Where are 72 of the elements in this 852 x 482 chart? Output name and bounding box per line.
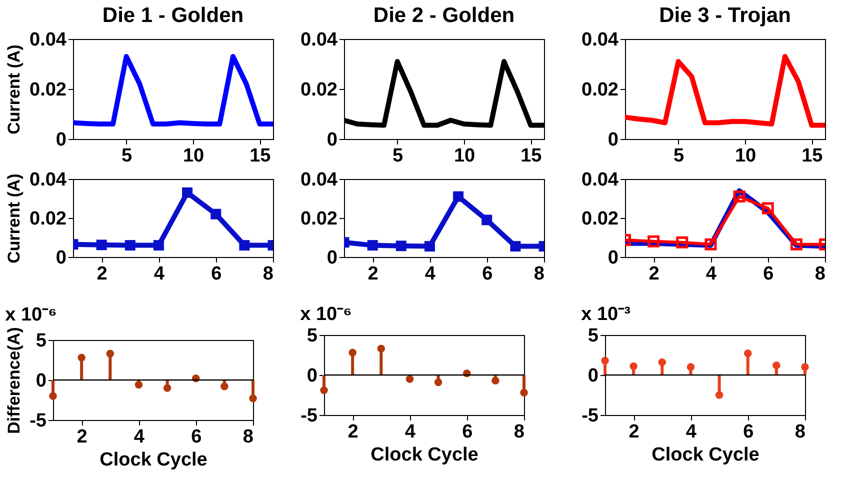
x-tick-label: 8: [794, 422, 806, 442]
x-tick-label: 4: [424, 264, 436, 284]
y-tick-label: 5: [36, 330, 47, 352]
y-tick-label: 5: [588, 326, 599, 346]
y-tick-label: 0.04: [30, 170, 67, 190]
y-tick-label: 0.04: [582, 170, 619, 190]
x-tick-label: 6: [482, 264, 493, 284]
y-tick-label: -5: [582, 406, 599, 426]
y-tick-label: 0: [608, 130, 618, 150]
y-tick-label: 0.04: [300, 170, 338, 190]
y-tick-label: 0: [326, 130, 338, 150]
y-tick-label: -5: [300, 406, 318, 426]
y-tick-label: 0.04: [300, 30, 338, 50]
y-axis-title: Current (A): [4, 44, 24, 134]
x-tick-label: 2: [628, 422, 640, 442]
x-tick-label: 8: [242, 426, 254, 448]
y-tick-label: 0.02: [582, 208, 618, 230]
x-tick-label: 8: [814, 264, 826, 284]
x-tick-label: 15: [520, 146, 542, 166]
x-tick-label: 15: [250, 146, 272, 166]
x-tick-label: 8: [262, 264, 274, 284]
x-tick-label: 4: [706, 264, 717, 284]
x-axis-title: Clock Cycle: [100, 450, 208, 470]
x-tick-label: 10: [182, 146, 204, 166]
y-tick-label: 0.04: [30, 30, 67, 50]
x-tick-label: 2: [76, 426, 88, 448]
x-tick-label: 10: [734, 146, 756, 166]
x-tick-label: 4: [134, 426, 145, 448]
x-tick-label: 2: [648, 264, 660, 284]
chart-title: Die 1 - Golden: [102, 4, 244, 27]
x-tick-label: 6: [763, 264, 774, 284]
y-axis-title: Difference(A): [4, 327, 24, 434]
y-tick-label: 0.02: [582, 80, 618, 100]
text: x 10⁻³: [581, 304, 630, 325]
chart-title: Die 2 - Golden: [373, 4, 515, 27]
y-tick-label: 0: [56, 248, 66, 268]
x-tick-label: 5: [392, 146, 404, 166]
x-tick-label: 4: [686, 422, 697, 442]
x-tick-label: 6: [191, 426, 202, 448]
y-tick-label: 0.04: [582, 30, 619, 50]
y-tick-label: 0: [56, 130, 66, 150]
text: x 10⁻⁶: [5, 304, 57, 326]
y-tick-label: 0.02: [300, 208, 338, 230]
x-tick-label: 5: [674, 146, 685, 166]
x-tick-label: 8: [514, 422, 524, 442]
y-tick-label: 0: [588, 366, 598, 386]
y-axis-title: Current (A): [4, 174, 24, 264]
y-tick-label: 0.02: [300, 80, 338, 100]
x-axis-title: Clock Cycle: [370, 444, 478, 466]
y-tick-label: -5: [30, 410, 47, 432]
y-tick-label: 0.02: [30, 208, 66, 230]
y-tick-label: 5: [306, 326, 318, 346]
x-tick-label: 2: [368, 264, 378, 284]
x-tick-label: 6: [211, 264, 222, 284]
x-tick-label: 2: [348, 422, 358, 442]
x-axis-title: Clock Cycle: [652, 444, 760, 466]
x-tick-label: 8: [534, 264, 544, 284]
x-tick-label: 6: [462, 422, 473, 442]
x-tick-label: 5: [122, 146, 133, 166]
x-tick-label: 4: [154, 264, 165, 284]
y-tick-label: 0: [306, 366, 318, 386]
x-tick-label: 4: [404, 422, 416, 442]
y-tick-label: 0.02: [30, 80, 66, 100]
x-tick-label: 10: [454, 146, 476, 166]
y-tick-label: 0: [36, 370, 46, 392]
y-tick-label: 0: [326, 248, 338, 268]
y-tick-label: 0: [608, 248, 618, 268]
x-tick-label: 15: [802, 146, 824, 166]
x-tick-label: 6: [743, 422, 754, 442]
chart-title: Die 3 - Trojan: [659, 4, 791, 27]
x-tick-label: 2: [96, 264, 108, 284]
text: x 10⁻⁶: [300, 304, 352, 325]
